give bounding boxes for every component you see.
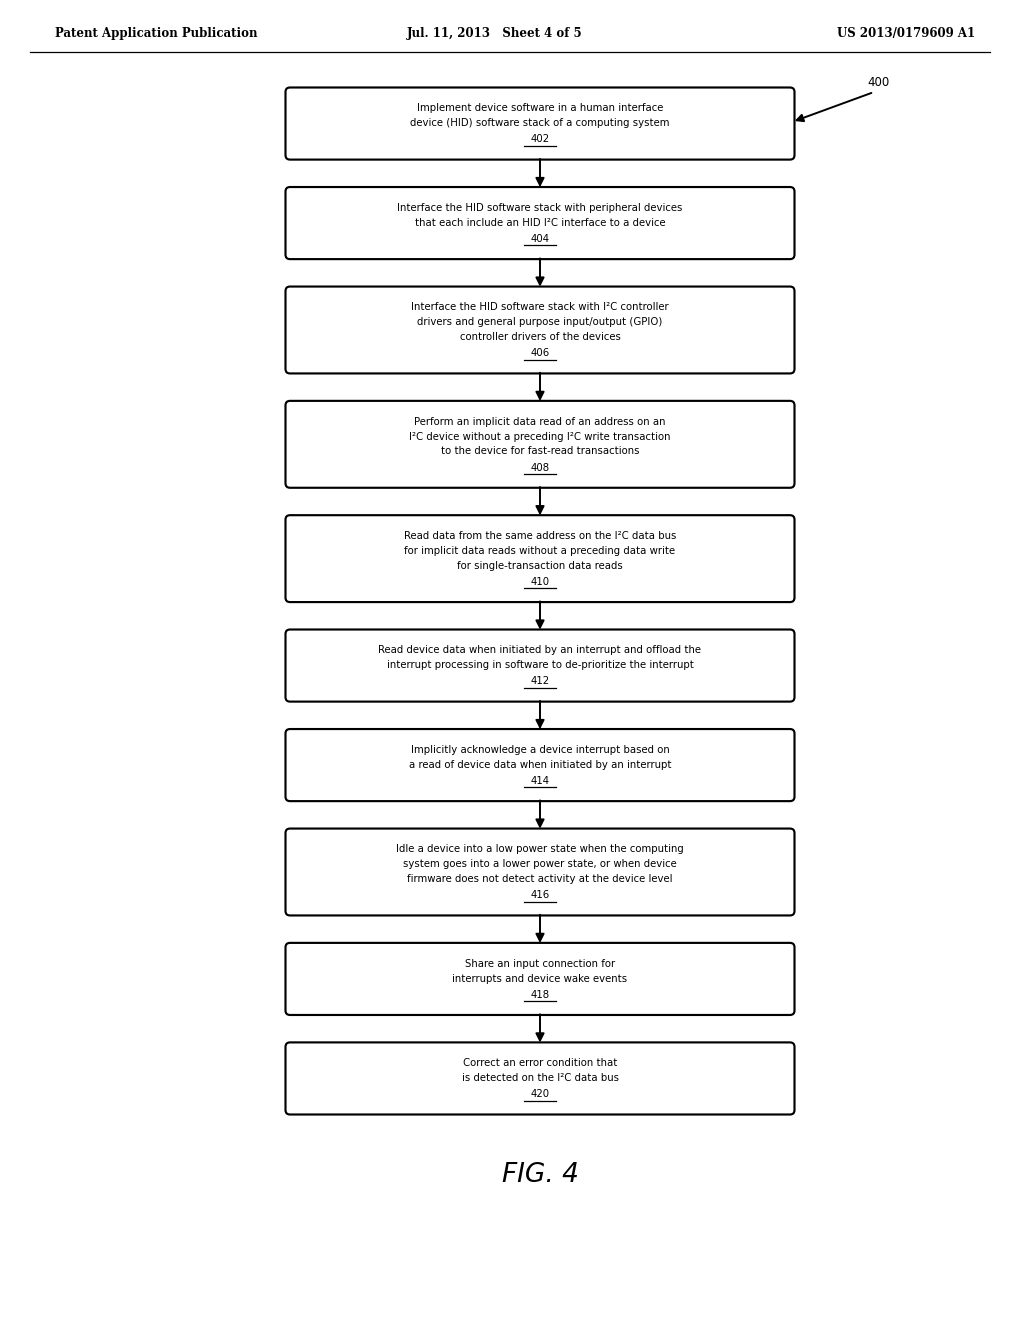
Text: Idle a device into a low power state when the computing: Idle a device into a low power state whe… xyxy=(396,845,684,854)
Text: controller drivers of the devices: controller drivers of the devices xyxy=(460,333,621,342)
Text: 412: 412 xyxy=(530,676,550,686)
Text: FIG. 4: FIG. 4 xyxy=(502,1162,579,1188)
Text: 416: 416 xyxy=(530,890,550,900)
Text: 404: 404 xyxy=(530,234,550,244)
Text: firmware does not detect activity at the device level: firmware does not detect activity at the… xyxy=(408,874,673,884)
FancyBboxPatch shape xyxy=(286,187,795,259)
Text: Share an input connection for: Share an input connection for xyxy=(465,958,615,969)
FancyBboxPatch shape xyxy=(286,286,795,374)
FancyBboxPatch shape xyxy=(286,942,795,1015)
FancyBboxPatch shape xyxy=(286,729,795,801)
Text: Jul. 11, 2013   Sheet 4 of 5: Jul. 11, 2013 Sheet 4 of 5 xyxy=(408,26,583,40)
Text: drivers and general purpose input/output (GPIO): drivers and general purpose input/output… xyxy=(418,317,663,327)
Text: 408: 408 xyxy=(530,462,550,473)
Text: 414: 414 xyxy=(530,776,550,785)
Text: Correct an error condition that: Correct an error condition that xyxy=(463,1059,617,1068)
Text: system goes into a lower power state, or when device: system goes into a lower power state, or… xyxy=(403,859,677,870)
FancyBboxPatch shape xyxy=(286,1043,795,1114)
Text: 400: 400 xyxy=(867,75,889,88)
Text: to the device for fast-read transactions: to the device for fast-read transactions xyxy=(440,446,639,457)
FancyBboxPatch shape xyxy=(286,401,795,488)
Text: Interface the HID software stack with peripheral devices: Interface the HID software stack with pe… xyxy=(397,203,683,213)
FancyBboxPatch shape xyxy=(286,515,795,602)
Text: I²C device without a preceding I²C write transaction: I²C device without a preceding I²C write… xyxy=(410,432,671,442)
Text: Implicitly acknowledge a device interrupt based on: Implicitly acknowledge a device interrup… xyxy=(411,744,670,755)
Text: 418: 418 xyxy=(530,990,550,999)
Text: interrupt processing in software to de-prioritize the interrupt: interrupt processing in software to de-p… xyxy=(387,660,693,671)
Text: 402: 402 xyxy=(530,135,550,144)
Text: 420: 420 xyxy=(530,1089,550,1100)
Text: for implicit data reads without a preceding data write: for implicit data reads without a preced… xyxy=(404,546,676,556)
Text: is detected on the I²C data bus: is detected on the I²C data bus xyxy=(462,1073,618,1084)
Text: Read device data when initiated by an interrupt and offload the: Read device data when initiated by an in… xyxy=(379,645,701,656)
Text: for single-transaction data reads: for single-transaction data reads xyxy=(457,561,623,570)
Text: Interface the HID software stack with I²C controller: Interface the HID software stack with I²… xyxy=(412,302,669,313)
Text: US 2013/0179609 A1: US 2013/0179609 A1 xyxy=(837,26,975,40)
FancyBboxPatch shape xyxy=(286,87,795,160)
Text: that each include an HID I²C interface to a device: that each include an HID I²C interface t… xyxy=(415,218,666,228)
FancyBboxPatch shape xyxy=(286,630,795,702)
Text: device (HID) software stack of a computing system: device (HID) software stack of a computi… xyxy=(411,119,670,128)
Text: Read data from the same address on the I²C data bus: Read data from the same address on the I… xyxy=(403,531,676,541)
FancyBboxPatch shape xyxy=(286,829,795,916)
Text: a read of device data when initiated by an interrupt: a read of device data when initiated by … xyxy=(409,760,672,770)
Text: 410: 410 xyxy=(530,577,550,587)
Text: Perform an implicit data read of an address on an: Perform an implicit data read of an addr… xyxy=(415,417,666,426)
Text: 406: 406 xyxy=(530,348,550,358)
Text: Implement device software in a human interface: Implement device software in a human int… xyxy=(417,103,664,114)
Text: interrupts and device wake events: interrupts and device wake events xyxy=(453,974,628,983)
Text: Patent Application Publication: Patent Application Publication xyxy=(55,26,257,40)
